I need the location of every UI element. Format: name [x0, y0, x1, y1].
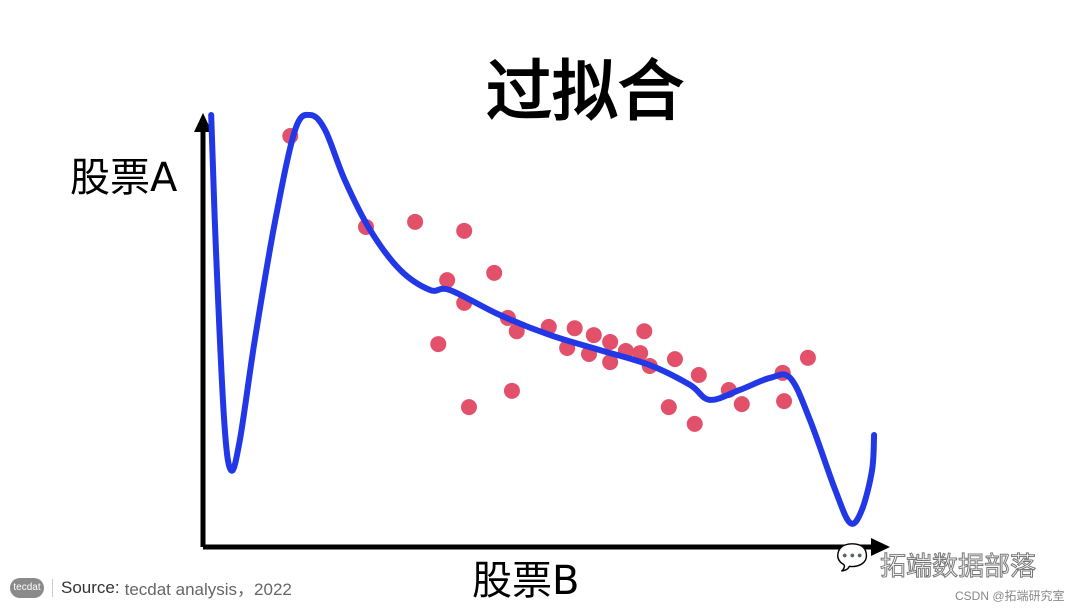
data-point	[690, 366, 707, 383]
data-point	[632, 345, 649, 362]
data-point	[602, 354, 619, 371]
data-point	[602, 333, 619, 350]
x-axis-label: 股票B	[472, 558, 580, 604]
divider	[52, 578, 53, 597]
source-label: Source:	[61, 577, 120, 597]
footer: tecdat Source: tecdat analysis，2022	[10, 575, 292, 600]
data-point	[799, 349, 816, 366]
chart-title: 过拟合	[486, 53, 684, 130]
data-point	[686, 415, 703, 432]
axes	[194, 113, 890, 556]
data-point	[566, 320, 583, 337]
data-point	[460, 399, 477, 416]
data-point	[430, 336, 447, 353]
data-point	[486, 264, 503, 281]
data-point	[636, 323, 653, 340]
y-axis-label: 股票A	[70, 155, 178, 201]
data-point	[407, 213, 424, 230]
csdn-watermark: CSDN @拓端研究室	[955, 589, 1065, 603]
fit-curve	[208, 111, 878, 527]
source-text: tecdat analysis，2022	[124, 580, 292, 599]
x-axis-arrow	[871, 538, 890, 556]
data-point	[508, 323, 525, 340]
data-point	[456, 222, 473, 239]
data-point	[666, 351, 683, 368]
wechat-icon: 💬	[836, 543, 869, 573]
y-axis-arrow	[194, 113, 212, 132]
data-point	[585, 327, 602, 344]
data-point	[439, 272, 456, 289]
data-point	[660, 399, 677, 416]
data-point	[733, 396, 750, 413]
data-point	[503, 382, 520, 399]
tecdat-logo: tecdat	[10, 577, 44, 598]
scatter-points	[282, 128, 816, 432]
watermark-text: 拓端数据部落	[879, 552, 1037, 583]
data-point	[776, 393, 793, 410]
